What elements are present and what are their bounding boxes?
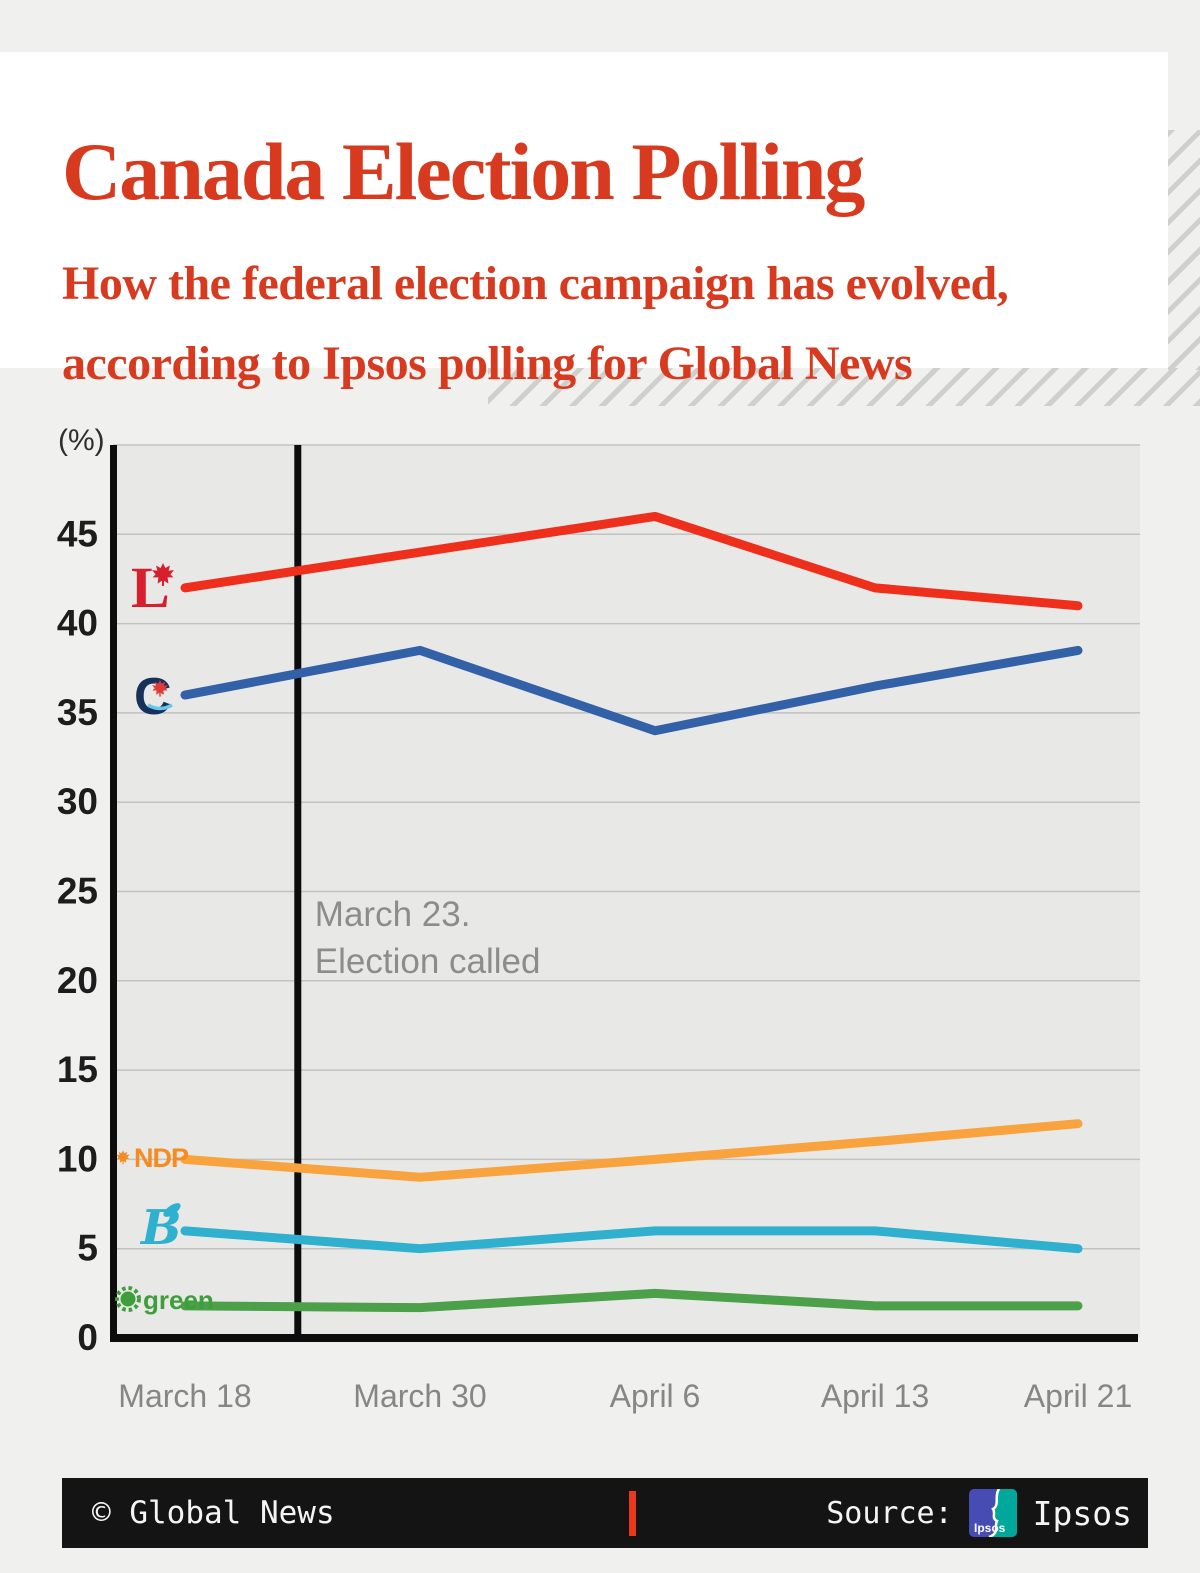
ndp-party-logo: NDP — [116, 1143, 190, 1173]
y-tick-label: 0 — [77, 1317, 98, 1358]
footer-bar: © Global News Source: Ipsos Ipsos — [62, 1478, 1148, 1548]
source-label: Source: — [826, 1495, 953, 1531]
hatch-decoration-right — [1168, 130, 1200, 370]
header-card: Canada Election Polling How the federal … — [0, 52, 1168, 390]
x-axis-labels: March 18 March 30 April 6 April 13 April 21 — [118, 1378, 1132, 1414]
y-tick-label: 25 — [57, 871, 98, 912]
y-tick-label: 10 — [57, 1138, 98, 1179]
x-axis-label: March 18 — [118, 1378, 251, 1414]
x-axis-label: April 21 — [1024, 1378, 1133, 1414]
ipsos-logo-teal-half — [988, 1489, 1017, 1537]
liberal-logo-letter: L — [131, 555, 170, 620]
ndp-logo-text: NDP — [134, 1143, 189, 1173]
y-tick-label: 20 — [57, 960, 98, 1001]
poll-line-conservative — [180, 645, 1083, 736]
y-axis-tick-labels: 0 5 10 15 20 25 30 35 40 45 — [57, 513, 98, 1358]
bloc-leaf-icon — [163, 1203, 181, 1217]
x-axis-label: April 13 — [821, 1378, 930, 1414]
page-subtitle-line1: How the federal election campaign has ev… — [62, 257, 1009, 310]
ipsos-logo: Ipsos — [968, 1489, 1017, 1537]
page-title: Canada Election Polling — [62, 126, 865, 217]
poll-line-bloc-qu-b-cois — [180, 1226, 1083, 1254]
hatch-decoration-bottom — [488, 368, 1200, 406]
election-annotation-line2: Election called — [315, 942, 541, 981]
liberal-party-logo: L — [131, 555, 174, 620]
footer-divider — [629, 1491, 636, 1536]
conservative-party-logo: C — [134, 668, 173, 726]
source-group: Source: Ipsos Ipsos — [826, 1478, 1132, 1548]
y-tick-label: 30 — [57, 781, 98, 822]
source-name: Ipsos — [1032, 1493, 1132, 1533]
page-subtitle: How the federal election campaign has ev… — [62, 244, 1009, 404]
x-axis-line — [110, 1334, 1138, 1342]
ipsos-logo-wordmark: Ipsos — [974, 1521, 1006, 1535]
y-axis-line — [110, 445, 117, 1342]
page-subtitle-line2: according to Ipsos polling for Global Ne… — [62, 337, 913, 390]
conservative-logo-letter: C — [134, 668, 172, 726]
y-axis-unit-label: (%) — [58, 424, 105, 457]
poll-lines — [180, 511, 1083, 1313]
y-tick-label: 15 — [57, 1049, 98, 1090]
green-logo-text: green — [143, 1285, 214, 1315]
polling-line-chart: March 23. Election called (%) 0 5 10 15 20 25… — [57, 424, 1140, 1414]
poll-line-green — [180, 1288, 1083, 1313]
election-annotation-line1: March 23. — [315, 895, 471, 934]
y-tick-label: 5 — [77, 1228, 98, 1269]
election-called-line — [294, 445, 302, 1342]
y-tick-label: 35 — [57, 692, 98, 733]
x-axis-label: March 30 — [353, 1378, 486, 1414]
green-party-logo: green — [115, 1285, 214, 1315]
ipsos-profile-silhouette-icon — [988, 1489, 1000, 1537]
x-axis-label: April 6 — [610, 1378, 701, 1414]
poll-line-liberal — [180, 511, 1083, 611]
green-flower-icon — [120, 1291, 136, 1307]
election-called-line-group: March 23. Election called — [294, 445, 541, 1342]
credit-text: © Global News — [92, 1495, 335, 1531]
gridlines — [113, 444, 1140, 1250]
conservative-swoosh-icon — [147, 703, 173, 711]
y-tick-label: 45 — [57, 513, 98, 554]
green-flower-petals-icon — [115, 1286, 141, 1312]
bloc-quebecois-logo: B — [139, 1200, 182, 1256]
y-tick-label: 40 — [57, 603, 98, 644]
poll-line-ndp — [180, 1119, 1083, 1182]
